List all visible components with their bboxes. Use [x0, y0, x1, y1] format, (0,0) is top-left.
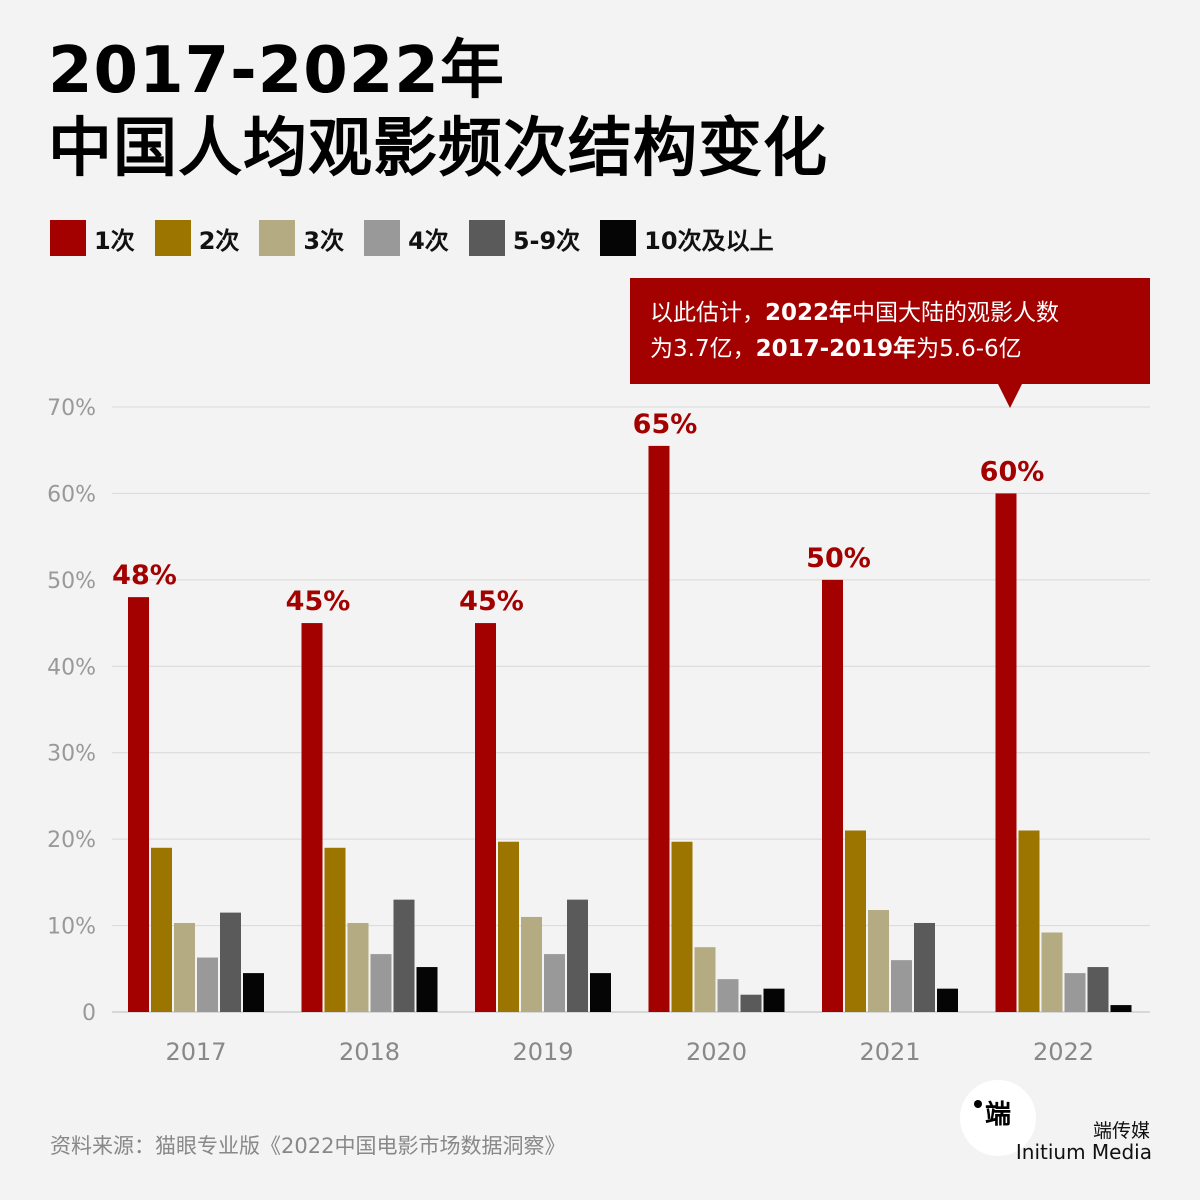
legend-label-5: 5-9次: [512, 226, 581, 255]
x-tick-label-2022: 2022: [1033, 1038, 1094, 1066]
bar-2022-series-1: [995, 493, 1017, 1012]
bar-2021-series-5: [914, 922, 935, 1012]
bar-2018-series-4: [370, 954, 392, 1012]
brand-logo: 端: [960, 1080, 1036, 1156]
bar-2020-series-1: [648, 445, 670, 1013]
bar-2021-series-6: [937, 988, 958, 1012]
bar-2022-series-2: [1018, 830, 1040, 1012]
bar-2021-series-3: [868, 910, 889, 1012]
bar-2022-series-4: [1064, 973, 1086, 1012]
bar-2019-series-1: [475, 623, 496, 1012]
bar-2017-series-5: [220, 912, 241, 1012]
logo-dot: [974, 1100, 982, 1108]
y-tick-label-5: 50%: [47, 569, 96, 594]
bar-2022-series-5: [1087, 967, 1109, 1012]
bar-2020-series-4: [717, 979, 739, 1012]
bar-2021-series-1: [822, 579, 843, 1012]
bar-2018-series-6: [416, 967, 438, 1012]
legend-item-6: 10次及以上: [600, 220, 774, 256]
data-label-2021: 50%: [806, 543, 871, 574]
legend-label-3: 3次: [303, 226, 345, 255]
legend-item-3: 3次: [259, 220, 344, 256]
bar-2022-series-6: [1110, 1005, 1132, 1012]
callout-text-1: 以此估计，: [650, 300, 765, 326]
title-line-2: 中国人均观影频次结构变化: [48, 112, 828, 186]
callout-text-2: 2022年: [765, 300, 853, 326]
legend-label-4: 4次: [408, 226, 449, 255]
bar-2021-series-2: [845, 830, 866, 1012]
legend-swatch-5: [468, 220, 505, 256]
x-tick-label-2017: 2017: [165, 1038, 226, 1066]
y-tick-label-7: 70%: [47, 396, 96, 421]
brand-name-cn: 端传媒: [1092, 1120, 1150, 1142]
callout-pointer: [998, 384, 1022, 408]
y-tick-label-0: 0: [82, 1001, 96, 1026]
bar-2019-series-2: [498, 841, 519, 1012]
callout-text-6: 为5.6-6亿: [916, 336, 1022, 362]
bar-2018-series-1: [301, 623, 323, 1012]
data-label-2017: 48%: [112, 560, 177, 591]
bar-2017-series-4: [197, 957, 218, 1012]
bar-2020-series-2: [671, 841, 693, 1012]
y-tick-label-4: 40%: [47, 655, 96, 680]
bar-2018-series-5: [393, 899, 415, 1012]
legend-swatch-1: [50, 220, 86, 256]
brand-name-en: Initium Media: [1015, 1140, 1152, 1164]
bar-2018-series-2: [324, 847, 346, 1012]
bar-2020-series-3: [694, 947, 716, 1012]
bar-2019-series-3: [521, 916, 542, 1012]
legend-item-5: 5-9次: [468, 220, 581, 256]
bar-2019-series-4: [544, 954, 565, 1012]
bar-2017-series-3: [174, 922, 195, 1012]
x-tick-label-2019: 2019: [512, 1038, 573, 1066]
bar-2017-series-1: [128, 597, 149, 1012]
data-label-2020: 65%: [633, 409, 698, 440]
bar-2019-series-5: [567, 899, 588, 1012]
legend: 1次 2次 3次 4次 5-9次 10次及以上: [50, 220, 794, 256]
bar-2021-series-4: [891, 960, 912, 1012]
data-label-2018: 45%: [286, 586, 351, 617]
data-label-2019: 45%: [459, 586, 524, 617]
x-tick-label-2018: 2018: [339, 1038, 400, 1066]
bar-2019-series-6: [590, 973, 611, 1012]
bar-2017-series-2: [151, 847, 172, 1012]
callout-text-4: 为3.7亿，: [650, 336, 756, 362]
legend-swatch-6: [600, 220, 637, 256]
bar-2017-series-6: [243, 973, 264, 1012]
bar-2018-series-3: [347, 922, 369, 1012]
legend-label-1: 1次: [94, 226, 135, 255]
callout-text-3: 中国大陆的观影人数: [852, 300, 1060, 326]
logo-text: 端: [984, 1100, 1011, 1130]
bar-2020-series-5: [740, 994, 762, 1012]
legend-swatch-3: [259, 220, 296, 256]
legend-swatch-2: [154, 220, 191, 256]
title-line-1: 2017-2022年: [48, 34, 505, 108]
source-note: 资料来源：猫眼专业版《2022中国电影市场数据洞察》: [50, 1134, 566, 1158]
x-tick-label-2020: 2020: [686, 1038, 747, 1066]
legend-label-6: 10次及以上: [644, 226, 774, 255]
chart-title: 2017-2022年 中国人均观影频次结构变化: [48, 32, 828, 188]
legend-item-4: 4次: [364, 220, 449, 256]
callout-text-5: 2017-2019年: [755, 336, 917, 362]
legend-swatch-4: [364, 220, 401, 256]
x-tick-label-2021: 2021: [859, 1038, 920, 1066]
callout-box: 以此估计，2022年中国大陆的观影人数 为3.7亿，2017-2019年为5.6…: [630, 278, 1150, 384]
legend-label-2: 2次: [198, 226, 240, 255]
legend-item-2: 2次: [154, 220, 240, 256]
y-tick-label-6: 60%: [47, 482, 96, 507]
y-tick-label-1: 10%: [47, 915, 96, 940]
y-tick-label-3: 30%: [47, 742, 96, 767]
y-tick-label-2: 20%: [47, 828, 96, 853]
bar-2022-series-3: [1041, 932, 1063, 1012]
data-label-2022: 60%: [980, 456, 1045, 487]
legend-item-1: 1次: [50, 220, 135, 256]
bar-2020-series-6: [763, 988, 785, 1012]
